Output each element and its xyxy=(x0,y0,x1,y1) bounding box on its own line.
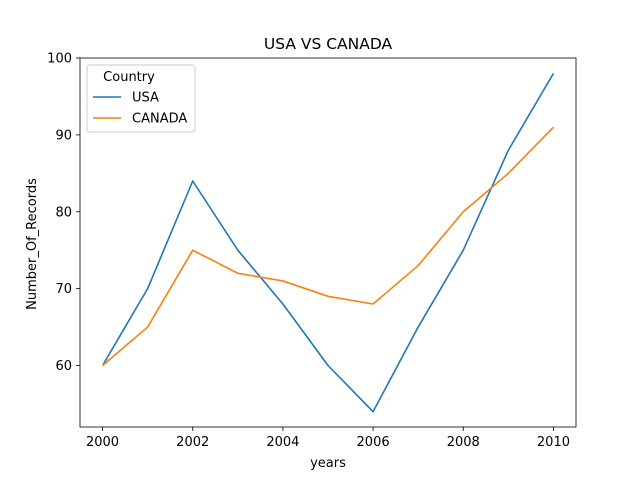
chart-title: USA VS CANADA xyxy=(264,35,393,53)
series-lines xyxy=(101,72,555,413)
x-tick-label: 2008 xyxy=(447,435,480,450)
series-line-canada xyxy=(102,126,555,367)
x-tick-label: 2006 xyxy=(357,435,390,450)
y-axis: 60 70 80 90 100 xyxy=(47,52,80,374)
y-tick-label: 60 xyxy=(55,359,72,374)
series-line-usa xyxy=(101,72,555,413)
x-tick-label: 2002 xyxy=(176,435,209,450)
y-tick-label: 90 xyxy=(55,128,72,143)
y-tick-label: 70 xyxy=(55,282,72,297)
x-tick-label: 2010 xyxy=(537,435,570,450)
legend-label-canada: CANADA xyxy=(132,112,187,127)
y-tick-label: 80 xyxy=(55,205,72,220)
x-axis-label: years xyxy=(310,456,346,471)
legend: Country USA CANADA xyxy=(86,64,196,133)
legend-box xyxy=(86,64,196,133)
x-tick-label: 2004 xyxy=(266,435,299,450)
plot-area xyxy=(79,57,577,428)
x-tick-label: 2000 xyxy=(86,435,119,450)
y-tick-label: 100 xyxy=(47,52,72,67)
legend-label-usa: USA xyxy=(132,91,159,106)
plot-frame xyxy=(79,57,577,428)
x-axis: 2000 2002 2004 2006 2008 2010 xyxy=(86,427,570,450)
legend-title: Country xyxy=(103,70,155,85)
y-axis-label: Number_Of_Records xyxy=(25,178,40,310)
